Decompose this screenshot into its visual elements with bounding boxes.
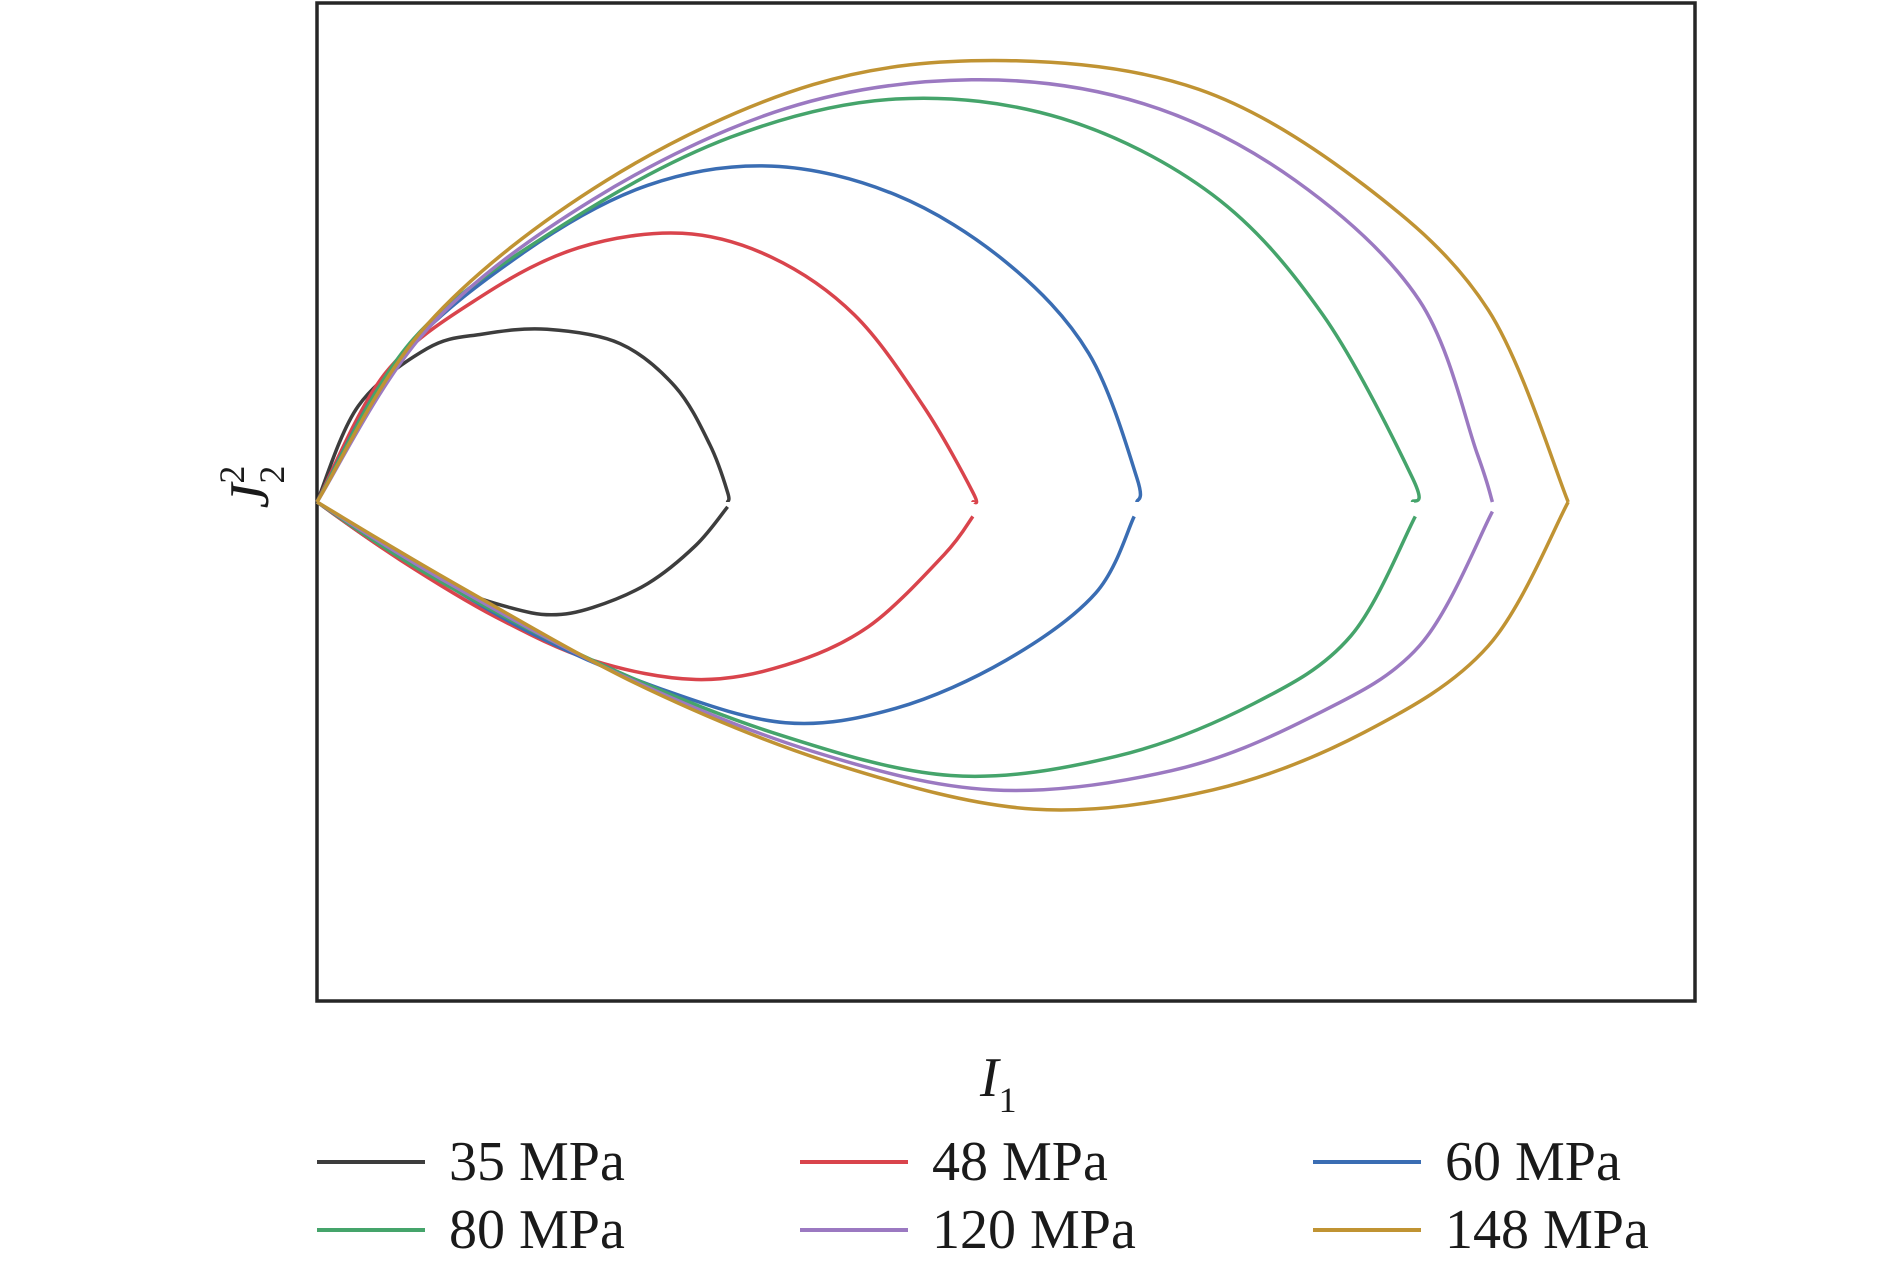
plot-area (315, 1, 1697, 1003)
series-line-5-upper (315, 78, 1495, 503)
x-axis-label-base: I (979, 1047, 1001, 1109)
series-line-1-lower (316, 500, 729, 617)
legend-label: 120 MPa (932, 1199, 1136, 1261)
legend-item: 80 MPa (317, 1199, 625, 1261)
x-axis-label: I1 (979, 1047, 1017, 1120)
legend: 35 MPa 48 MPa 60 MPa 80 MPa 120 MPa 148 MPa (317, 1131, 1649, 1261)
x-axis-label-sub: 1 (999, 1080, 1017, 1120)
series-line-4-upper (315, 96, 1421, 503)
series-line-3-lower (316, 500, 1136, 726)
series-line-4-lower (316, 500, 1417, 779)
legend-label: 48 MPa (932, 1131, 1108, 1193)
series-line-6-upper (315, 58, 1570, 503)
y-axis-label-base: J (219, 480, 281, 508)
series-line-5-lower (316, 500, 1494, 793)
legend-label: 35 MPa (449, 1131, 625, 1193)
plot-frame (315, 1, 1697, 1003)
series-line-2-lower (316, 500, 975, 682)
legend-item: 120 MPa (800, 1199, 1136, 1261)
legend-label: 80 MPa (449, 1199, 625, 1261)
legend-item: 48 MPa (800, 1131, 1108, 1193)
svg-text:J22: J22 (212, 466, 292, 509)
y-axis-label-sub: 2 (252, 466, 292, 484)
legend-item: 148 MPa (1313, 1199, 1649, 1261)
y-axis-label: J22 (212, 466, 292, 509)
legend-item: 35 MPa (317, 1131, 625, 1193)
y-axis-label-sup: 2 (212, 466, 252, 484)
legend-item: 60 MPa (1313, 1131, 1621, 1193)
series-line-1-upper (315, 327, 731, 503)
series-line-3-upper (315, 164, 1143, 503)
series-line-6-lower (316, 500, 1570, 812)
curves (315, 58, 1570, 812)
legend-label: 60 MPa (1445, 1131, 1621, 1193)
series-line-2-upper (315, 231, 979, 505)
legend-label: 148 MPa (1445, 1199, 1649, 1261)
